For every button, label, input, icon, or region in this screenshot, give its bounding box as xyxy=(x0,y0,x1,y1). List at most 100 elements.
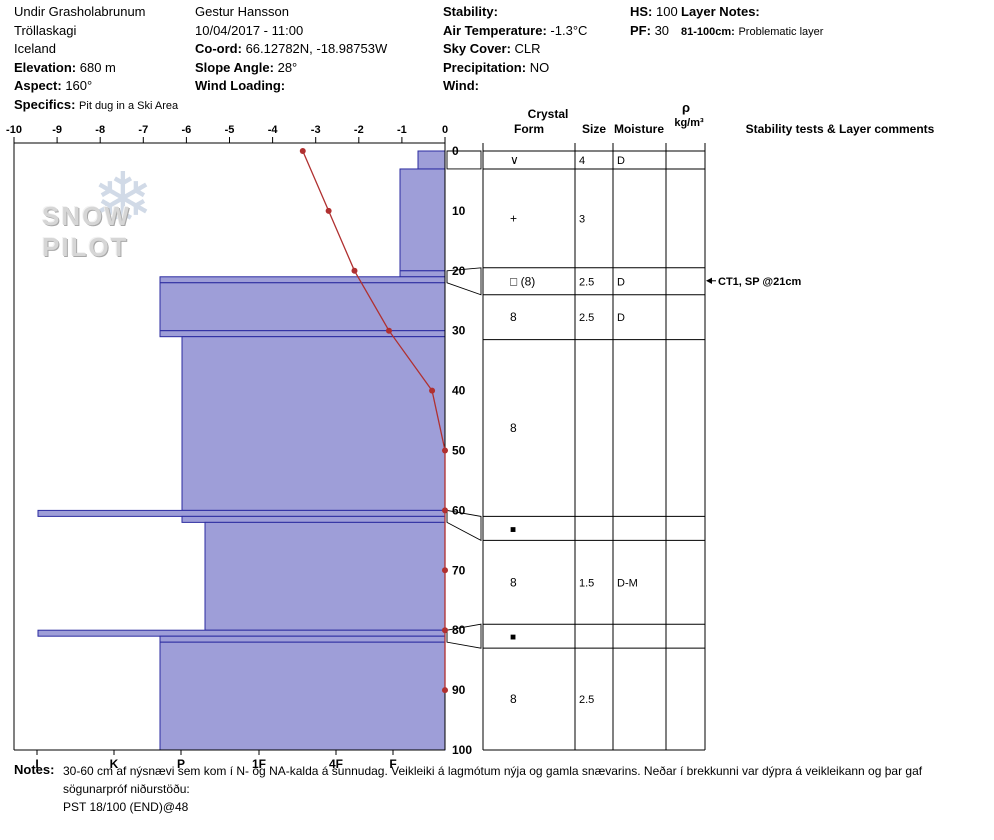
aspect-label: Aspect: xyxy=(14,78,62,94)
precipitation-row: Precipitation: NO xyxy=(443,59,587,78)
temp-tick-label: -7 xyxy=(138,124,148,136)
specifics-label: Specifics: xyxy=(14,96,76,112)
layer-notes-range: 81-100cm: xyxy=(681,25,735,38)
hs-row: HS: 100 xyxy=(630,3,678,22)
header-col-hs-pf: HS: 100 PF: 30 xyxy=(630,3,678,40)
grain-form-symbol: ■ xyxy=(510,632,516,643)
comments-header: Stability tests & Layer comments xyxy=(746,122,935,136)
layer-notes-title: Layer Notes: xyxy=(681,4,760,19)
temperature-point xyxy=(325,207,332,214)
layer-notes-text: Problematic layer xyxy=(738,25,824,38)
air-temp-value: -1.3°C xyxy=(550,22,588,38)
stability-row: Stability: xyxy=(443,3,587,22)
form-header: Form xyxy=(514,122,544,136)
snow-layer-bar xyxy=(159,330,446,338)
notes-line: 30-60 cm af nýsnævi sem kom í N- og NA-k… xyxy=(63,764,923,778)
depth-tick-label: 60 xyxy=(452,503,466,517)
temperature-point xyxy=(429,387,436,394)
precipitation-value: NO xyxy=(529,59,550,75)
grain-moisture-value: D xyxy=(617,155,625,167)
depth-tick-label: 40 xyxy=(452,384,466,398)
wind-loading-row: Wind Loading: xyxy=(195,77,387,96)
slope-angle-label: Slope Angle: xyxy=(195,59,274,75)
grain-size-value: 2.5 xyxy=(579,312,594,324)
grain-size-value: 4 xyxy=(579,155,585,167)
depth-tick-label: 30 xyxy=(452,324,466,338)
air-temp-label: Air Temperature: xyxy=(443,22,547,38)
snow-layer-bar xyxy=(204,521,446,631)
observer-name: Gestur Hansson xyxy=(195,4,289,19)
pf-label: PF: xyxy=(630,22,651,38)
temperature-point xyxy=(442,627,448,634)
temp-tick-label: 0 xyxy=(442,124,448,136)
depth-tick-label: 0 xyxy=(452,144,459,158)
grain-moisture-value: D xyxy=(617,312,625,324)
wind-row: Wind: xyxy=(443,77,587,96)
grain-form-symbol: 8 xyxy=(510,692,517,706)
stability-annotations: CT1, SP @21cm xyxy=(706,276,802,288)
grain-size-value: 2.5 xyxy=(579,694,594,706)
grain-form-symbol: ■ xyxy=(510,524,516,535)
stability-label: Stability: xyxy=(443,4,498,19)
pf-row: PF: 30 xyxy=(630,22,678,41)
temp-tick-label: -9 xyxy=(52,124,62,136)
temperature-point xyxy=(442,447,448,454)
wind-label: Wind: xyxy=(443,78,479,94)
temp-tick-label: -2 xyxy=(354,124,364,136)
elevation-value: 680 m xyxy=(79,59,116,75)
snow-layer-bar xyxy=(399,168,446,272)
snow-layer-bar xyxy=(181,336,446,511)
density-header-symbol: ρ xyxy=(682,100,690,115)
header-col-layer-notes: Layer Notes: 81-100cm: Problematic layer xyxy=(681,3,823,41)
snow-layer-bar xyxy=(417,150,446,170)
header-col-weather: Stability: Air Temperature: -1.3°C Sky C… xyxy=(443,3,587,96)
temp-tick-label: -10 xyxy=(6,124,22,136)
temperature-point xyxy=(442,567,448,574)
moisture-header: Moisture xyxy=(614,122,664,136)
wind-loading-label: Wind Loading: xyxy=(195,78,286,94)
coord-row: Co-ord: 66.12782N, -18.98753W xyxy=(195,40,387,59)
hardness-axis: I K P 1F 4F F xyxy=(35,750,397,771)
notes-line: PST 18/100 (END)@48 xyxy=(63,800,189,814)
temp-tick-label: -6 xyxy=(182,124,192,136)
sky-cover-label: Sky Cover: xyxy=(443,41,511,57)
aspect-row: Aspect: 160° xyxy=(14,77,178,96)
notes-line: sögunarpróf niðurstöðu: xyxy=(63,782,190,796)
temperature-axis: -10 -9 -8 -7 -6 -5 -4 -3 -2 -1 0 xyxy=(6,124,448,143)
location-name: Undir Grasholabrunum xyxy=(14,4,146,19)
layer-notes-entry: 81-100cm: Problematic layer xyxy=(681,22,823,42)
snow-layer-bar xyxy=(159,641,446,751)
air-temp-row: Air Temperature: -1.3°C xyxy=(443,22,587,41)
grain-form-symbol: □ (8) xyxy=(510,274,535,288)
annotation-arrow-head xyxy=(706,277,712,284)
snow-layer-bar xyxy=(159,282,446,332)
depth-tick-label: 80 xyxy=(452,623,466,637)
notes-body: 30-60 cm af nýsnævi sem kom í N- og NA-k… xyxy=(63,762,922,816)
temperature-point xyxy=(442,687,448,694)
temp-tick-label: -4 xyxy=(268,124,279,136)
layer-flag xyxy=(446,509,482,542)
location-country: Iceland xyxy=(14,41,56,57)
sky-cover-row: Sky Cover: CLR xyxy=(443,40,587,59)
hardness-tick-label: 4F xyxy=(329,757,343,771)
grain-form-symbol: ∨ xyxy=(510,153,519,167)
temperature-point xyxy=(299,148,306,154)
hs-value: 100 xyxy=(656,4,678,19)
header-col-observer: Gestur Hansson 10/04/2017 - 11:00 Co-ord… xyxy=(195,3,387,96)
depth-tick-label: 50 xyxy=(452,444,466,458)
temp-tick-label: -1 xyxy=(397,124,407,136)
snow-layer-bar xyxy=(37,509,446,517)
grain-form-symbol: 8 xyxy=(510,575,517,589)
grain-size-value: 3 xyxy=(579,213,585,225)
grain-size-value: 1.5 xyxy=(579,577,594,589)
crystal-header: Crystal xyxy=(528,107,569,121)
specifics-row: Specifics: Pit dug in a Ski Area xyxy=(14,96,178,116)
layer-flag xyxy=(446,623,482,649)
hardness-tick-label: K xyxy=(110,757,119,771)
grain-moisture-value: D-M xyxy=(617,577,638,589)
snow-layer-bar xyxy=(159,276,446,284)
hardness-tick-label: I xyxy=(35,757,38,771)
hardness-tick-label: 1F xyxy=(252,757,266,771)
layer-flag xyxy=(446,150,482,170)
